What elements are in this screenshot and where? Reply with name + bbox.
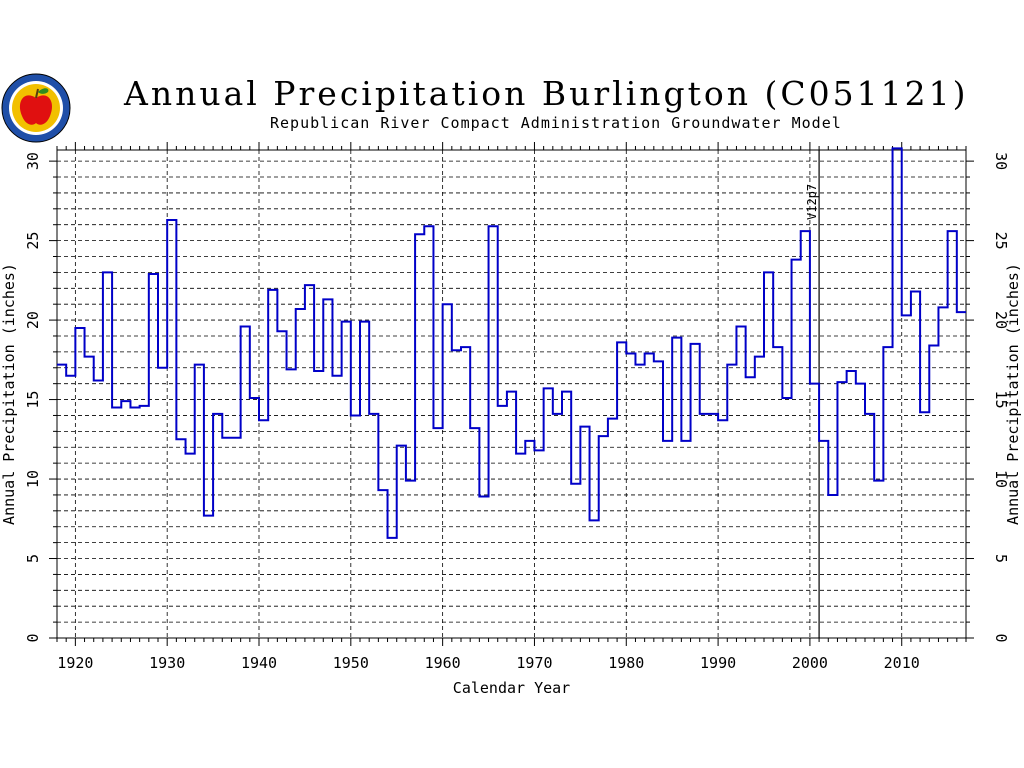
precipitation-step-line bbox=[57, 147, 966, 539]
y-tick-label-right: 20 bbox=[992, 311, 1010, 329]
y-tick-label-right: 15 bbox=[992, 391, 1010, 409]
y-tick-label-left: 25 bbox=[24, 232, 42, 250]
chart-subtitle: Republican River Compact Administration … bbox=[270, 114, 842, 132]
apple-seal-icon bbox=[1, 73, 71, 143]
x-tick-label: 1970 bbox=[516, 654, 552, 672]
y-axis-label-left: Annual Precipitation (inches) bbox=[0, 263, 18, 525]
y-axis-label-right: Annual Precipitation (inches) bbox=[1004, 263, 1022, 525]
x-tick-label: 1940 bbox=[241, 654, 277, 672]
x-tick-label: 1950 bbox=[333, 654, 369, 672]
y-tick-label-left: 5 bbox=[24, 554, 42, 563]
x-tick-label: 1980 bbox=[608, 654, 644, 672]
apple-seal-logo bbox=[0, 72, 72, 144]
chart-title: Annual Precipitation Burlington (C051121… bbox=[124, 74, 969, 113]
plot-frame bbox=[56, 149, 967, 639]
y-tick-label-left: 0 bbox=[24, 633, 42, 642]
y-tick-label-right: 5 bbox=[992, 554, 1010, 563]
x-tick-label: 2010 bbox=[884, 654, 920, 672]
y-tick-label-left: 10 bbox=[24, 470, 42, 488]
x-tick-label: 1990 bbox=[700, 654, 736, 672]
y-tick-label-left: 15 bbox=[24, 391, 42, 409]
x-tick-label: 1920 bbox=[57, 654, 93, 672]
y-tick-label-right: 0 bbox=[992, 633, 1010, 642]
y-tick-label-right: 25 bbox=[992, 232, 1010, 250]
x-tick-label: 2000 bbox=[792, 654, 828, 672]
y-tick-label-right: 30 bbox=[992, 152, 1010, 170]
x-tick-label: 1930 bbox=[149, 654, 185, 672]
annotation-label: V12p7 bbox=[805, 184, 819, 220]
x-tick-label: 1960 bbox=[425, 654, 461, 672]
y-tick-label-left: 20 bbox=[24, 311, 42, 329]
x-axis-label: Calendar Year bbox=[453, 679, 570, 697]
y-tick-label-right: 10 bbox=[992, 470, 1010, 488]
y-tick-label-left: 30 bbox=[24, 152, 42, 170]
